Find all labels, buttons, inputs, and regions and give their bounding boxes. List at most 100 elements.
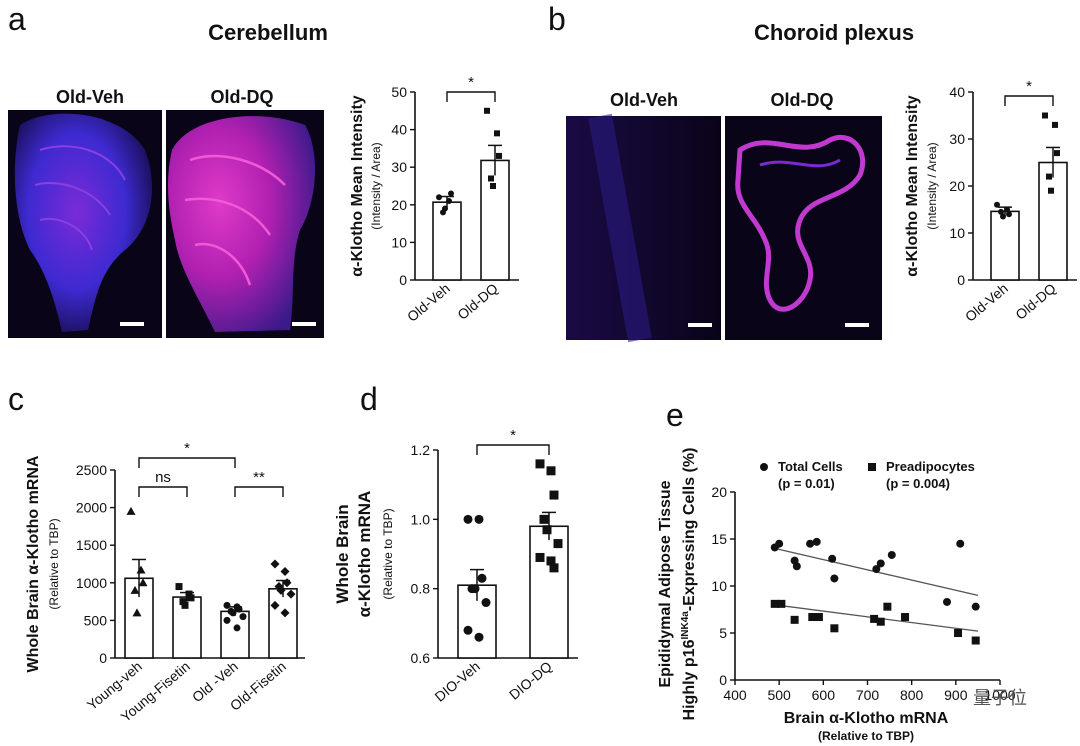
data-point (463, 625, 473, 635)
y-tick-label: 10 (391, 234, 407, 250)
data-point (235, 605, 243, 613)
data-point (830, 574, 839, 583)
data-point (777, 599, 786, 608)
significance-bracket (1004, 95, 1054, 106)
panel-letter-a: a (8, 1, 26, 37)
chart-d: 0.6 0.8 1.0 1.2 DIO-Veh DIO-DQ * Whole Brain α-K… (333, 427, 578, 705)
data-point (187, 594, 195, 602)
significance-label: ** (253, 469, 265, 486)
data-point (239, 613, 247, 621)
data-point (1004, 206, 1010, 213)
bar (529, 525, 569, 659)
data-point (448, 190, 454, 197)
category-label: Old-DQ (1012, 280, 1059, 323)
data-point (494, 130, 500, 137)
data-point (490, 183, 496, 189)
data-point (181, 601, 189, 609)
data-point (887, 550, 896, 559)
significance-bracket (446, 91, 496, 102)
y-label-part: Highly p16 (681, 639, 698, 720)
panel-b-label-left: Old-Veh (610, 90, 678, 110)
category-label: Old-DQ (454, 280, 501, 323)
x-tick-label: 900 (944, 687, 968, 703)
data-point (1000, 213, 1006, 220)
y-tick-label: 1500 (76, 537, 107, 553)
legend-pvalue: (p = 0.01) (778, 476, 835, 491)
y-axis-label: Epididymal Adipose Tissue (657, 480, 674, 687)
category-label: DIO-Veh (432, 658, 483, 705)
data-point (876, 617, 885, 626)
panel-a-label-left: Old-Veh (56, 87, 124, 107)
bar (990, 210, 1020, 281)
bar (1038, 161, 1068, 281)
significance-label: * (184, 440, 190, 457)
legend-label: Preadipocytes (886, 459, 975, 474)
data-point (223, 601, 231, 609)
data-point (883, 602, 892, 611)
y-tick-label: 1.0 (411, 511, 431, 527)
data-point (1054, 150, 1060, 157)
data-point (549, 490, 559, 500)
y-tick-label: 30 (391, 159, 407, 175)
data-point (136, 565, 146, 574)
x-axis-label-units: (Relative to TBP) (818, 729, 914, 743)
y-tick-label: 500 (84, 612, 108, 628)
data-point (1052, 121, 1058, 128)
data-point (474, 514, 484, 524)
y-tick-label: 40 (949, 84, 965, 100)
panel-letter-d: d (360, 381, 378, 417)
y-axis-label: Whole Brain α-Klotho mRNA (25, 455, 42, 672)
y-tick-label: 0.6 (411, 650, 431, 666)
micrograph-choroid-dq (725, 116, 882, 340)
data-point (830, 624, 839, 633)
legend-marker (868, 463, 876, 471)
chart-c: 05001000150020002500Young-vehYoung-Fiset… (25, 440, 305, 725)
significance-label: * (468, 74, 474, 91)
data-point (126, 506, 136, 515)
data-point (1006, 211, 1012, 218)
chart-e: 0 5 10 15 20 400 500 600 700 800 900 1000 Total Cell… (657, 448, 1016, 743)
data-point (138, 578, 148, 587)
data-point (130, 585, 140, 594)
y-axis-label: (Relative to TBP) (47, 518, 61, 609)
data-point (956, 539, 965, 548)
data-point (954, 629, 963, 637)
y-tick-label: 1000 (76, 575, 107, 591)
data-point (1048, 187, 1054, 194)
panel-a-label-right: Old-DQ (211, 87, 274, 107)
data-point (546, 556, 556, 566)
panel-b-title: Choroid plexus (754, 20, 914, 45)
panel-letter-e: e (666, 397, 684, 433)
data-point (233, 624, 241, 632)
panel-letter-b: b (548, 1, 566, 37)
legend-pvalue: (p = 0.004) (886, 476, 950, 491)
data-point (1042, 112, 1048, 119)
y-axis-label: α-Klotho Mean Intensity (349, 95, 366, 276)
data-point (446, 198, 452, 205)
y-axis-label-2: Highly p16INK4a-Expressing Cells (%) (680, 448, 698, 721)
data-point (994, 201, 1000, 208)
y-tick-label: 10 (711, 578, 727, 594)
y-tick-label: 20 (949, 178, 965, 194)
significance-label: ns (155, 469, 171, 486)
data-point (179, 598, 187, 606)
data-point (484, 107, 490, 114)
significance-label: * (510, 427, 516, 444)
micrograph-cerebellum-dq (166, 110, 324, 338)
data-point (876, 559, 885, 568)
category-label: DIO-DQ (506, 658, 555, 703)
data-point (535, 552, 545, 562)
data-point (185, 590, 193, 598)
data-point (470, 584, 480, 594)
chart-b: 0 10 20 30 40 Old-Veh Old-DQ * α-Klotho Mean Int… (904, 78, 1077, 325)
y-tick-label: 40 (391, 122, 407, 138)
y-tick-label: 0.8 (411, 581, 431, 597)
data-point (553, 539, 563, 549)
y-axis-label: (Intensity / Area) (925, 142, 939, 229)
y-tick-label: 50 (391, 84, 407, 100)
x-tick-label: 1000 (984, 687, 1015, 703)
panel-a-title: Cerebellum (208, 20, 328, 45)
y-tick-label: 0 (957, 272, 965, 288)
y-tick-label: 15 (711, 531, 727, 547)
